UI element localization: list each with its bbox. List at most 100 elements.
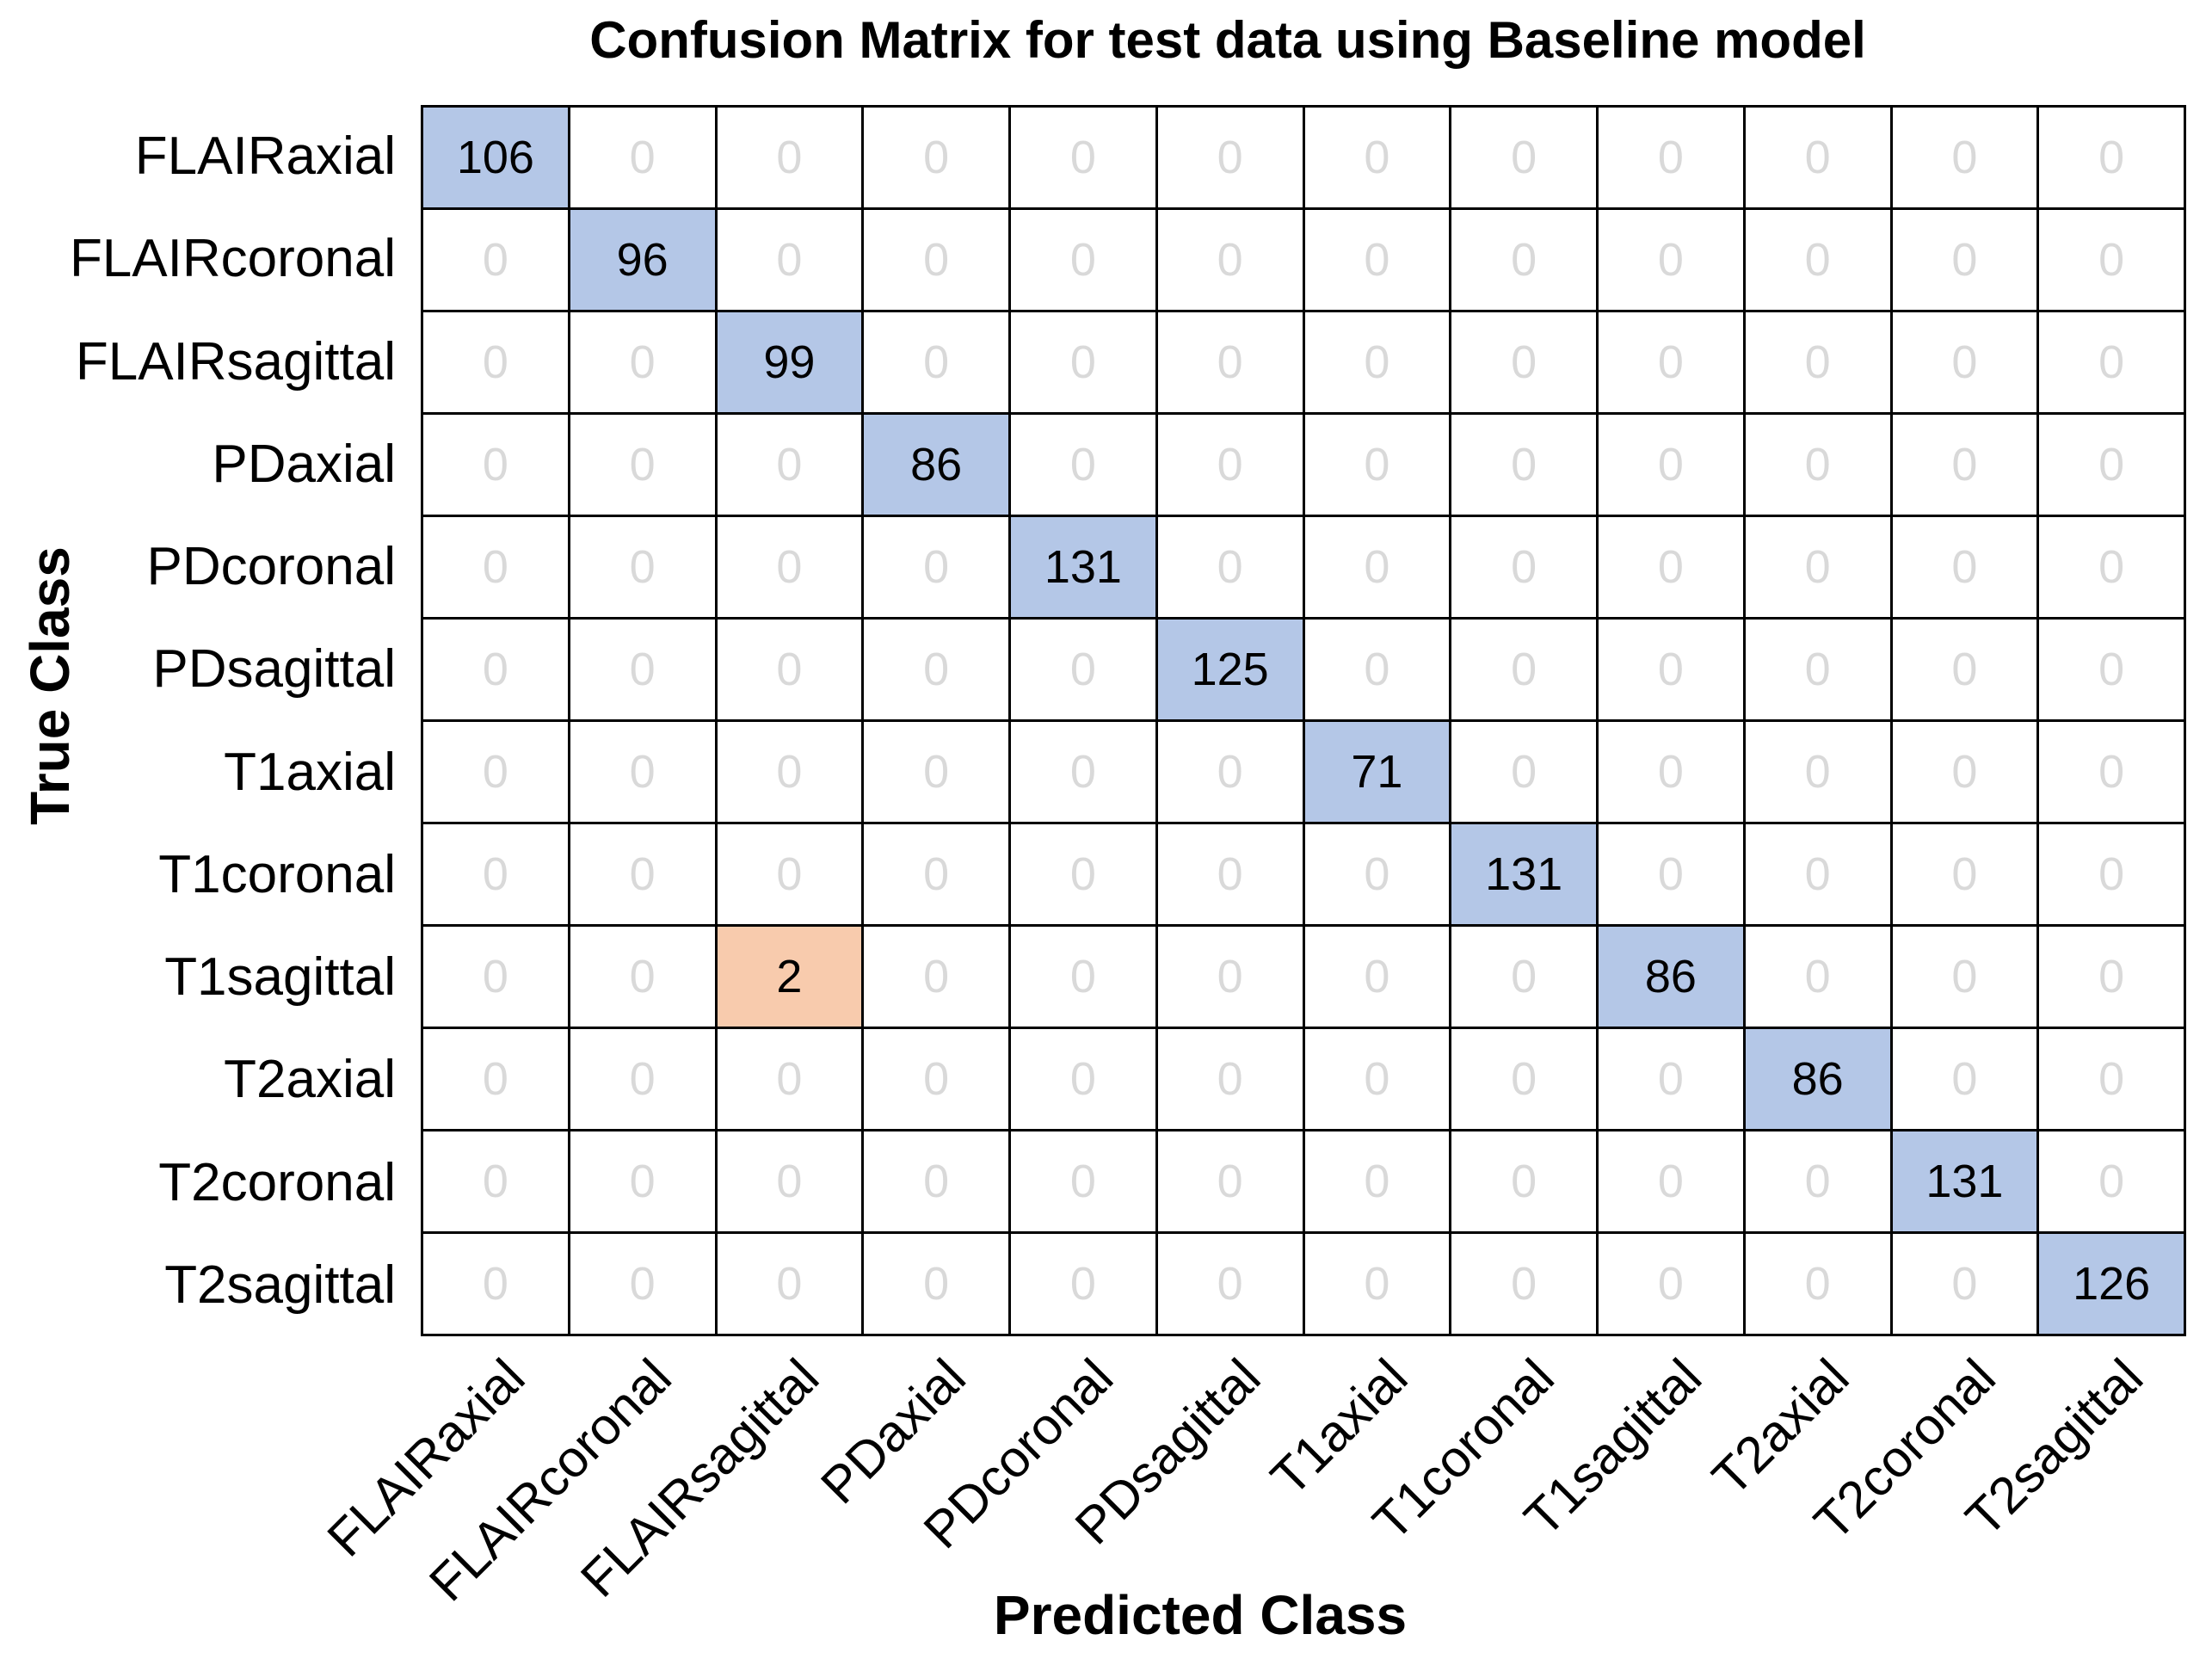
matrix-cell: 0 xyxy=(1892,108,2037,207)
matrix-cell: 0 xyxy=(1157,1131,1303,1231)
matrix-cell: 86 xyxy=(1745,1029,1890,1129)
matrix-cell: 0 xyxy=(864,108,1008,207)
matrix-cell: 0 xyxy=(1892,620,2037,719)
matrix-cell: 0 xyxy=(1157,108,1303,207)
matrix-cell: 0 xyxy=(2039,1029,2184,1129)
matrix-cell: 106 xyxy=(423,108,568,207)
matrix-cell: 0 xyxy=(1157,927,1303,1027)
matrix-cell: 0 xyxy=(1304,415,1450,515)
matrix-cell: 0 xyxy=(1157,1029,1303,1129)
matrix-cell: 0 xyxy=(570,1131,715,1231)
matrix-cell: 0 xyxy=(1451,1029,1596,1129)
matrix-cell: 0 xyxy=(2039,517,2184,617)
matrix-cell: 0 xyxy=(1011,108,1155,207)
matrix-cell: 0 xyxy=(1892,1234,2037,1334)
matrix-cell: 0 xyxy=(1599,312,1743,412)
matrix-cell: 0 xyxy=(1599,1029,1743,1129)
matrix-cell: 0 xyxy=(570,1029,715,1129)
matrix-cell: 0 xyxy=(1892,415,2037,515)
y-axis-label: True Class xyxy=(19,546,81,825)
y-tick-label: T1axial xyxy=(224,743,396,802)
y-tick-label: T2coronal xyxy=(158,1153,396,1212)
matrix-cell: 0 xyxy=(1304,1234,1450,1334)
matrix-cell: 0 xyxy=(1599,108,1743,207)
matrix-cell: 0 xyxy=(1011,415,1155,515)
matrix-cell: 131 xyxy=(1011,517,1155,617)
matrix-cell: 0 xyxy=(2039,722,2184,822)
matrix-cell: 0 xyxy=(423,722,568,822)
matrix-cell: 71 xyxy=(1304,722,1450,822)
matrix-cell: 0 xyxy=(864,517,1008,617)
matrix-cell: 0 xyxy=(864,824,1008,924)
matrix-cell: 131 xyxy=(1892,1131,2037,1231)
y-tick-label: FLAIRaxial xyxy=(134,126,396,186)
matrix-cell: 0 xyxy=(1451,620,1596,719)
matrix-cell: 0 xyxy=(1745,415,1890,515)
matrix-cell: 0 xyxy=(1892,824,2037,924)
matrix-cell: 0 xyxy=(1745,1234,1890,1334)
matrix-cell: 0 xyxy=(1745,1131,1890,1231)
matrix-cell: 0 xyxy=(1745,517,1890,617)
matrix-cell: 86 xyxy=(1599,927,1743,1027)
matrix-cell: 0 xyxy=(717,1234,862,1334)
matrix-cell: 0 xyxy=(423,1029,568,1129)
matrix-cell: 0 xyxy=(1599,722,1743,822)
matrix-cell: 0 xyxy=(1304,927,1450,1027)
matrix-cell: 0 xyxy=(423,517,568,617)
y-tick-label: PDaxial xyxy=(212,435,396,494)
matrix-cell: 0 xyxy=(2039,415,2184,515)
matrix-cell: 0 xyxy=(1157,722,1303,822)
matrix-cell: 0 xyxy=(423,1234,568,1334)
matrix-cell: 0 xyxy=(2039,210,2184,310)
matrix-cell: 0 xyxy=(423,312,568,412)
matrix-cell: 0 xyxy=(2039,927,2184,1027)
matrix-cell: 0 xyxy=(1451,210,1596,310)
matrix-cell: 0 xyxy=(570,722,715,822)
matrix-cell: 0 xyxy=(864,210,1008,310)
matrix-cell: 0 xyxy=(1745,927,1890,1027)
matrix-cell: 0 xyxy=(570,927,715,1027)
matrix-cell: 0 xyxy=(717,1029,862,1129)
matrix-cell: 0 xyxy=(1304,620,1450,719)
matrix-cell: 0 xyxy=(2039,312,2184,412)
matrix-cell: 0 xyxy=(2039,1131,2184,1231)
matrix-cell: 0 xyxy=(570,108,715,207)
matrix-cell: 0 xyxy=(1599,824,1743,924)
matrix-cell: 0 xyxy=(1157,824,1303,924)
matrix-cell: 131 xyxy=(1451,824,1596,924)
matrix-cell: 0 xyxy=(717,620,862,719)
matrix-cell: 0 xyxy=(1011,824,1155,924)
y-tick-label: FLAIRsagittal xyxy=(75,332,396,392)
matrix-cell: 0 xyxy=(570,1234,715,1334)
matrix-cell: 0 xyxy=(1451,517,1596,617)
matrix-cell: 0 xyxy=(1304,1131,1450,1231)
matrix-cell: 0 xyxy=(1892,517,2037,617)
matrix-cell: 0 xyxy=(1599,210,1743,310)
matrix-cell: 2 xyxy=(717,927,862,1027)
matrix-cell: 0 xyxy=(423,824,568,924)
matrix-cell: 0 xyxy=(1011,210,1155,310)
y-tick-label: T2sagittal xyxy=(164,1255,396,1315)
matrix-cell: 0 xyxy=(864,1234,1008,1334)
matrix-cell: 0 xyxy=(1745,312,1890,412)
matrix-cell: 0 xyxy=(1451,927,1596,1027)
matrix-cell: 0 xyxy=(1157,210,1303,310)
matrix-cell: 0 xyxy=(2039,824,2184,924)
matrix-cell: 0 xyxy=(864,1131,1008,1231)
matrix-cell: 0 xyxy=(1599,620,1743,719)
matrix-cell: 0 xyxy=(1304,108,1450,207)
y-tick-label: T1sagittal xyxy=(164,947,396,1007)
matrix-cell: 0 xyxy=(1892,722,2037,822)
matrix-cell: 0 xyxy=(1304,312,1450,412)
matrix-cell: 0 xyxy=(864,312,1008,412)
y-tick-label: T2axial xyxy=(224,1050,396,1109)
matrix-cell: 0 xyxy=(1157,1234,1303,1334)
matrix-cell: 0 xyxy=(1451,1131,1596,1231)
matrix-cell: 0 xyxy=(864,927,1008,1027)
matrix-cell: 0 xyxy=(423,1131,568,1231)
matrix-cell: 126 xyxy=(2039,1234,2184,1334)
y-tick-label: FLAIRcoronal xyxy=(69,229,396,288)
matrix-cell: 0 xyxy=(2039,108,2184,207)
matrix-cell: 0 xyxy=(1011,1029,1155,1129)
